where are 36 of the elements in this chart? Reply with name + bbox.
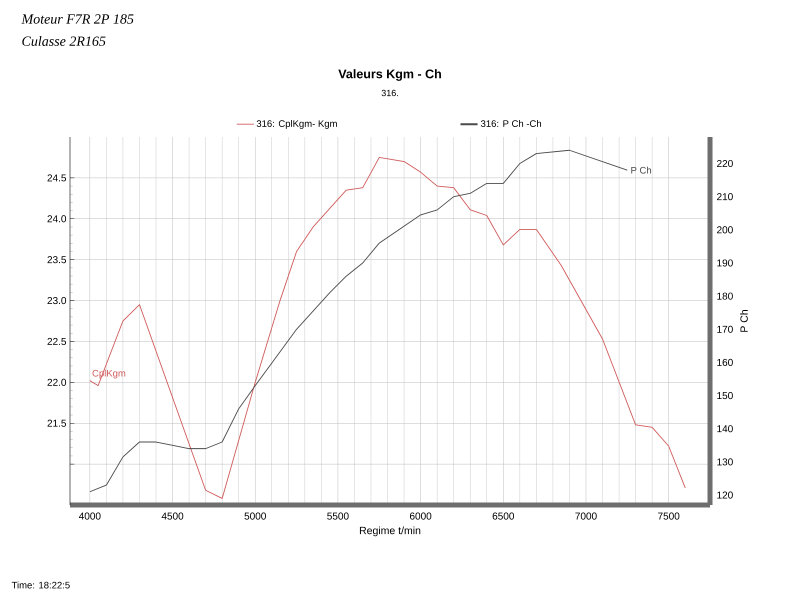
y2-axis-title: P Ch (740, 310, 748, 332)
y-tick-label: 24.0 (48, 215, 66, 222)
chart-title: Valeurs Kgm - Ch (338, 69, 441, 81)
y2-tick-label: 170 (717, 326, 733, 333)
y-tick-label: 23.5 (48, 256, 66, 264)
y2-tick-label: 160 (717, 358, 733, 366)
y2-tick-label: 130 (717, 458, 733, 466)
chart-subtitle: 316. (382, 90, 398, 96)
x-tick-label: 7000 (575, 512, 597, 520)
y2-tick-label: 140 (717, 425, 733, 432)
x-tick-label: 7500 (658, 512, 680, 520)
y2-tick-label: 150 (717, 392, 733, 400)
x-tick-label: 6500 (492, 512, 514, 520)
y-tick-label: 21.5 (48, 420, 66, 427)
y-tick-label: 24.5 (48, 174, 66, 182)
y2-tick-label: 220 (717, 160, 733, 168)
text: Moteur F7R 2P 185 (21, 14, 134, 24)
y2-tick-label: 200 (717, 226, 733, 234)
y2-tick-label: 210 (717, 193, 733, 200)
y-tick-label: 22.0 (48, 378, 66, 386)
y-tick-label: 23.0 (48, 297, 66, 304)
y2-tick-label: 120 (717, 492, 733, 499)
x-axis-title: Regime t/min (360, 526, 420, 536)
y2-tick-label: 180 (717, 292, 733, 300)
x-tick-label: 5500 (327, 512, 349, 520)
y-tick-label: 22.5 (48, 338, 66, 345)
legend-label: 316: P Ch -Ch (480, 120, 542, 127)
text: Culasse 2R165 (22, 36, 106, 46)
x-tick-label: 6000 (410, 512, 432, 520)
legend-label: 316: CplKgm- Kgm (256, 120, 337, 129)
x-tick-label: 4500 (162, 512, 184, 520)
x-tick-label: 5000 (244, 512, 266, 520)
y2-tick-label: 190 (717, 259, 733, 267)
annotation: P Ch (631, 166, 652, 174)
x-tick-label: 4000 (78, 512, 101, 520)
text: Time: 18:22:5 (12, 582, 70, 588)
